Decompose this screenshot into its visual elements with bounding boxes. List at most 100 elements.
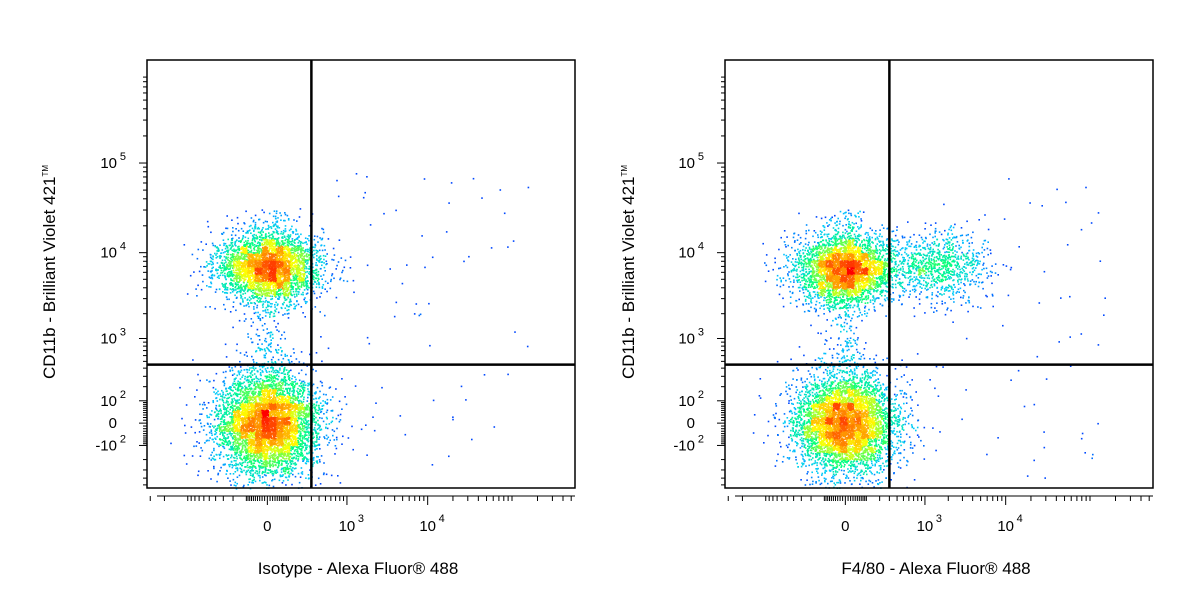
event-dot	[290, 468, 293, 471]
event-dot	[280, 425, 282, 427]
event-dot	[296, 419, 299, 422]
event-dot	[276, 427, 278, 430]
event-dot	[226, 410, 228, 412]
event-dot	[288, 377, 290, 380]
event-dot	[242, 394, 245, 396]
event-dot	[265, 390, 268, 393]
event-dot	[210, 429, 213, 431]
event-dot	[277, 462, 279, 464]
event-dot	[326, 402, 329, 404]
event-dot	[286, 438, 288, 440]
event-dot	[282, 460, 284, 462]
event-dot	[280, 471, 283, 473]
event-dot	[315, 397, 317, 400]
event-dot	[250, 441, 252, 444]
event-dot	[250, 463, 253, 465]
event-dot	[256, 429, 258, 431]
event-dot	[269, 383, 272, 386]
event-dot	[287, 470, 290, 473]
event-dot	[239, 402, 242, 405]
event-dot	[261, 441, 263, 443]
event-dot	[239, 457, 242, 459]
event-dot	[280, 475, 283, 477]
event-dot	[241, 413, 243, 415]
event-dot	[248, 429, 250, 432]
event-dot	[289, 379, 291, 382]
event-dot	[290, 469, 293, 472]
event-dot	[244, 445, 247, 448]
event-dot	[255, 452, 257, 454]
event-dot	[335, 436, 338, 439]
event-dot	[250, 455, 252, 457]
event-dot	[241, 409, 244, 412]
event-dot	[212, 438, 214, 441]
event-dot	[288, 414, 290, 417]
event-dot	[269, 400, 271, 403]
event-dot	[296, 411, 298, 413]
event-dot	[280, 468, 283, 471]
event-dot	[269, 402, 272, 404]
event-dot	[234, 449, 237, 451]
event-dot	[294, 417, 297, 419]
event-dot	[294, 425, 296, 428]
event-dot	[261, 379, 264, 381]
event-dot	[262, 408, 264, 410]
event-dot	[247, 399, 249, 401]
event-dot	[221, 414, 224, 416]
event-dot	[306, 446, 308, 449]
event-dot	[294, 462, 296, 464]
event-dot	[279, 395, 281, 397]
event-dot	[283, 415, 285, 418]
event-dot	[237, 412, 240, 414]
event-dot	[257, 396, 259, 398]
event-dot	[219, 470, 221, 472]
event-dot	[210, 459, 213, 461]
event-dot	[288, 449, 290, 452]
event-dot	[255, 454, 258, 456]
event-dot	[268, 404, 271, 406]
event-dot	[227, 454, 230, 456]
event-dot	[239, 450, 241, 453]
event-dot	[272, 413, 274, 416]
event-dot	[307, 440, 309, 443]
event-dot	[313, 456, 315, 459]
event-dot	[240, 454, 242, 457]
event-dot	[222, 425, 225, 428]
event-dot	[228, 396, 231, 399]
event-dot	[236, 451, 239, 454]
event-dot	[287, 384, 290, 386]
event-dot	[326, 403, 328, 405]
event-dot	[244, 405, 246, 407]
event-dot	[246, 369, 249, 371]
event-dot	[272, 465, 274, 468]
event-dot	[251, 466, 253, 468]
event-dot	[259, 450, 261, 452]
event-dot	[313, 419, 316, 421]
event-dot	[274, 409, 277, 411]
event-dot	[263, 434, 265, 437]
event-dot	[254, 420, 257, 422]
event-dot	[248, 481, 251, 483]
event-dot	[266, 423, 269, 426]
event-dot	[223, 413, 225, 416]
event-dot	[244, 414, 247, 417]
event-dot	[247, 454, 250, 457]
event-dot	[271, 429, 273, 431]
event-dot	[268, 402, 270, 405]
event-dot	[280, 421, 283, 424]
event-dot	[236, 414, 239, 416]
event-dot	[215, 438, 217, 440]
event-dot	[300, 472, 303, 474]
event-dot	[227, 420, 230, 423]
event-dot	[249, 472, 252, 474]
event-dot	[244, 395, 247, 398]
event-dot	[301, 471, 304, 473]
event-dot	[290, 427, 292, 429]
event-dot	[229, 441, 232, 444]
event-dot	[260, 422, 262, 424]
event-dot	[208, 439, 210, 442]
event-dot	[253, 476, 256, 479]
event-dot	[254, 423, 256, 426]
event-dot	[278, 439, 280, 442]
event-dot	[281, 475, 284, 477]
